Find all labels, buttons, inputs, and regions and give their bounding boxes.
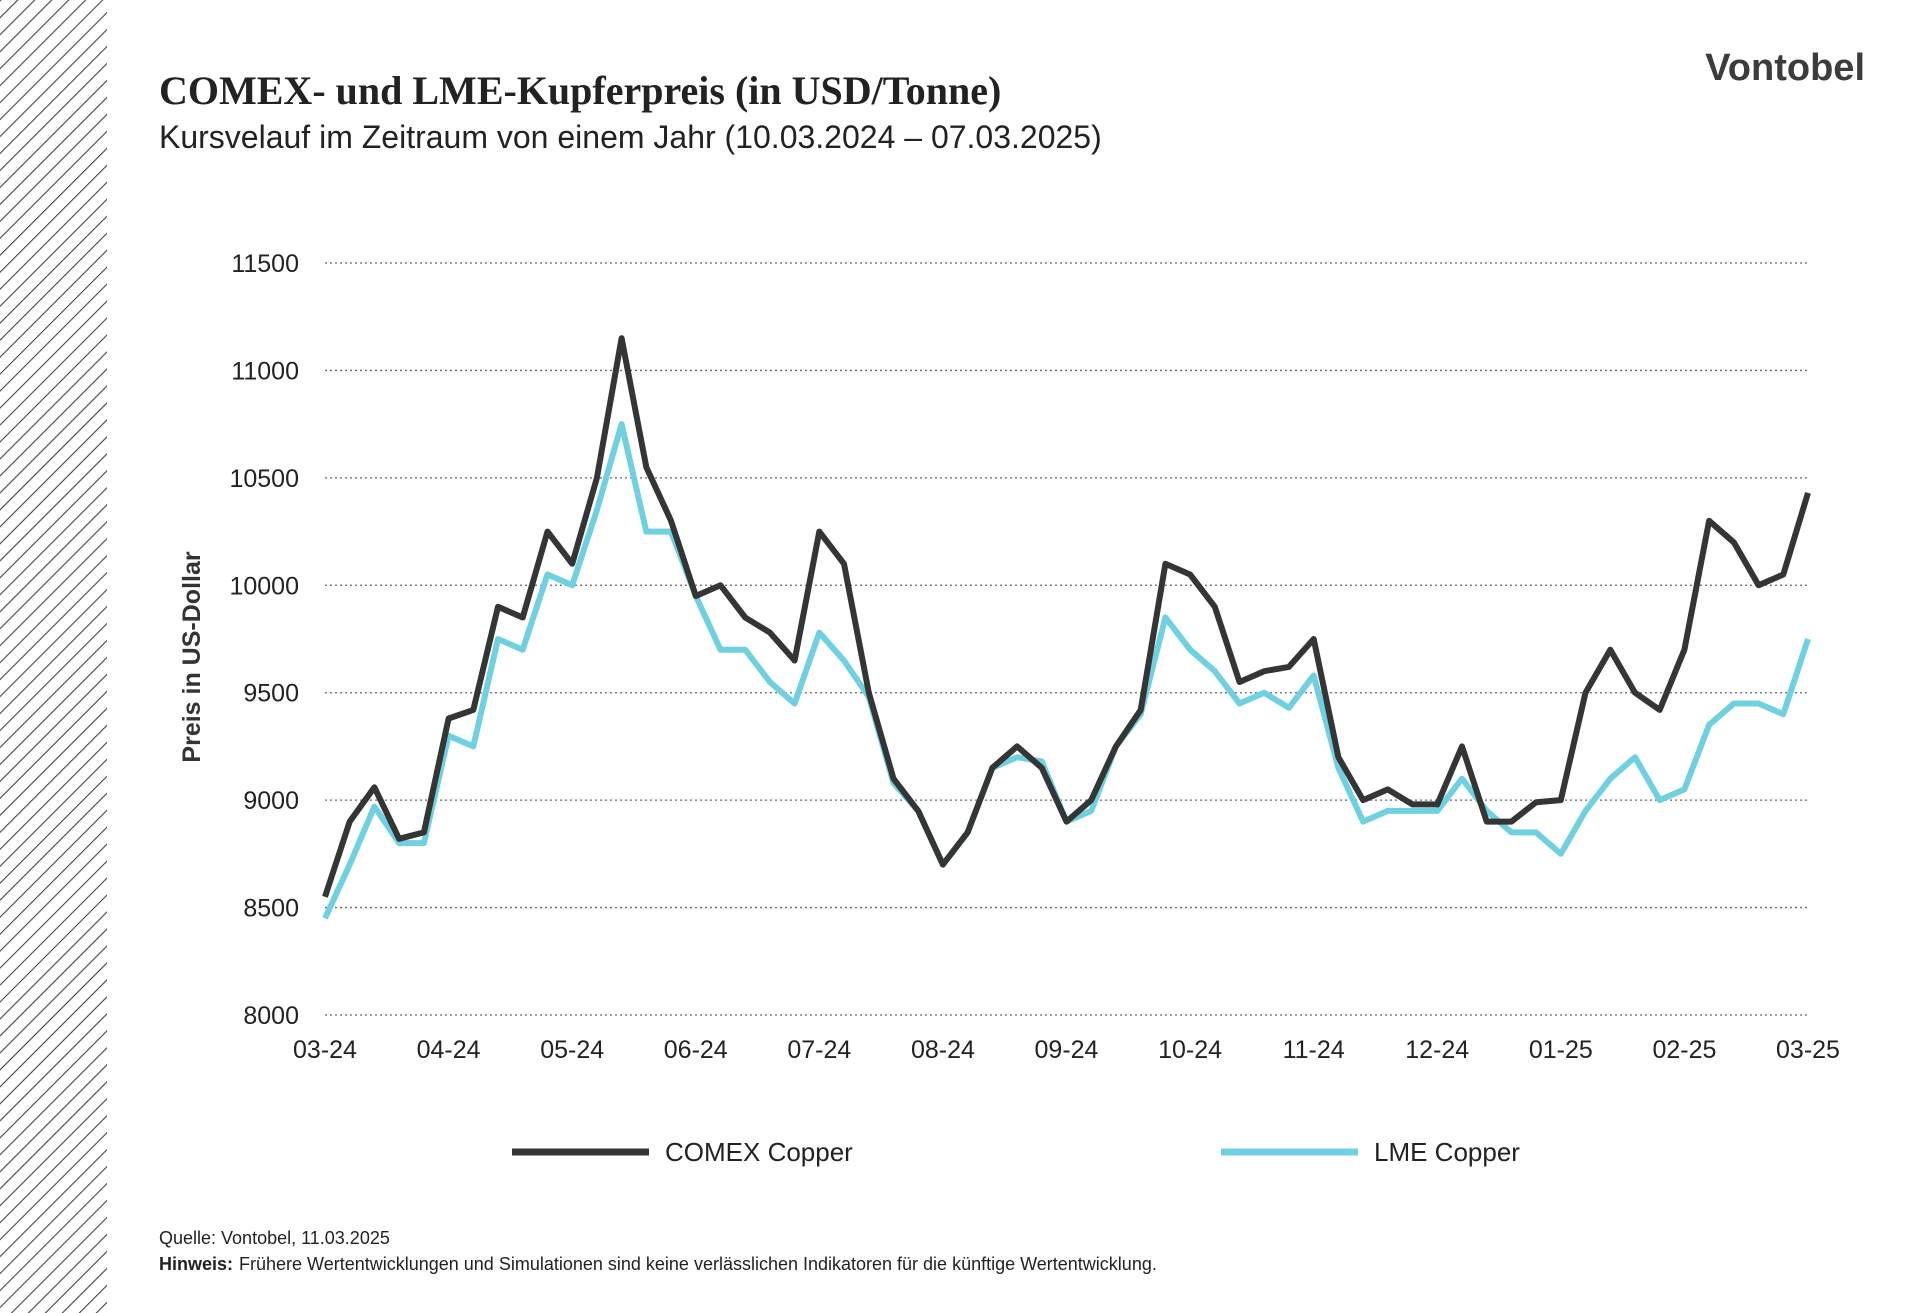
footer-note-label: Hinweis: bbox=[159, 1254, 233, 1274]
legend-label: COMEX Copper bbox=[665, 1137, 853, 1167]
chart-subtitle: Kursvelauf im Zeitraum von einem Jahr (1… bbox=[159, 119, 1102, 155]
x-tick-label: 09-24 bbox=[1035, 1036, 1099, 1064]
y-tick-label: 9500 bbox=[243, 680, 299, 708]
x-tick-label: 04-24 bbox=[417, 1036, 481, 1064]
logo: Vontobel bbox=[1705, 47, 1865, 89]
line-series bbox=[322, 421, 1811, 920]
y-tick-label: 8000 bbox=[243, 1002, 299, 1030]
x-tick-label: 03-24 bbox=[293, 1036, 357, 1064]
line-series bbox=[322, 335, 1811, 898]
y-tick-label: 11500 bbox=[231, 250, 299, 278]
x-tick-label: 08-24 bbox=[911, 1036, 975, 1064]
y-tick-label: 10000 bbox=[229, 572, 299, 600]
legend-label: LME Copper bbox=[1374, 1137, 1520, 1167]
x-tick-label: 01-25 bbox=[1529, 1036, 1593, 1064]
x-tick-label: 10-24 bbox=[1158, 1036, 1222, 1064]
x-tick-label: 12-24 bbox=[1405, 1036, 1469, 1064]
footer-source: Quelle: Vontobel, 11.03.2025 bbox=[159, 1228, 390, 1248]
x-tick-label: 05-24 bbox=[540, 1036, 604, 1064]
y-tick-label: 8500 bbox=[243, 895, 299, 923]
x-tick-label: 11-24 bbox=[1283, 1036, 1345, 1064]
x-tick-label: 06-24 bbox=[664, 1036, 728, 1064]
x-tick-label: 02-25 bbox=[1652, 1036, 1716, 1064]
hatched-strip bbox=[0, 0, 107, 1313]
y-axis-label: Preis in US-Dollar bbox=[178, 551, 206, 762]
footer-note: Hinweis: Frühere Wertentwicklungen und Si… bbox=[159, 1254, 1157, 1274]
x-tick-label: 03-25 bbox=[1776, 1036, 1840, 1064]
y-tick-label: 11000 bbox=[231, 357, 299, 385]
x-tick-label: 07-24 bbox=[787, 1036, 851, 1064]
y-tick-label: 9000 bbox=[243, 787, 299, 815]
footer-note-text: Frühere Wertentwicklungen und Simulation… bbox=[239, 1254, 1157, 1274]
chart-title: COMEX- und LME-Kupferpreis (in USD/Tonne… bbox=[159, 68, 1001, 113]
y-tick-label: 10500 bbox=[229, 465, 299, 493]
